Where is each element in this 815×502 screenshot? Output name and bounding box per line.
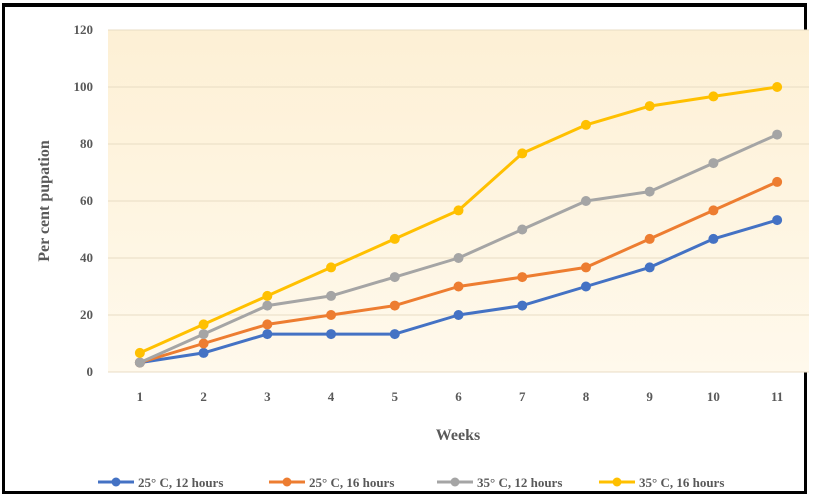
x-tick-label: 1 xyxy=(137,389,144,404)
legend-item: 25° C, 16 hours xyxy=(269,475,394,490)
data-point xyxy=(644,233,655,244)
y-tick-label: 40 xyxy=(80,250,93,265)
y-tick-label: 0 xyxy=(87,364,94,379)
legend: 25° C, 12 hours 25° C, 16 hours 35° C, 12 … xyxy=(98,475,724,490)
data-point xyxy=(262,329,273,340)
legend-item: 35° C, 16 hours xyxy=(599,475,724,490)
x-tick-label: 7 xyxy=(519,389,526,404)
data-point xyxy=(134,347,145,358)
data-point xyxy=(772,82,783,92)
series-group xyxy=(134,82,783,368)
y-tick-label: 60 xyxy=(80,193,93,208)
x-tick-labels: 1 2 3 4 5 6 7 8 9 10 11 xyxy=(137,389,784,404)
data-point xyxy=(708,158,719,169)
data-point xyxy=(326,262,337,273)
data-point xyxy=(580,196,591,206)
data-point xyxy=(517,224,528,235)
legend-item: 25° C, 12 hours xyxy=(98,475,223,490)
x-tick-label: 8 xyxy=(583,389,590,404)
legend-label: 25° C, 16 hours xyxy=(309,475,394,490)
data-point xyxy=(517,272,528,283)
x-tick-label: 6 xyxy=(455,389,462,404)
data-point xyxy=(708,91,719,102)
x-tick-label: 4 xyxy=(328,389,335,404)
data-point xyxy=(326,290,337,301)
data-point xyxy=(772,215,783,226)
data-point xyxy=(644,186,655,197)
y-tick-label: 20 xyxy=(80,307,93,322)
data-point xyxy=(389,233,400,244)
x-tick-label: 10 xyxy=(707,389,720,404)
x-tick-label: 5 xyxy=(392,389,399,404)
legend-swatch-marker xyxy=(612,477,622,487)
data-point xyxy=(708,205,719,216)
y-tick-labels: 0 20 40 60 80 100 120 xyxy=(74,22,94,379)
legend-swatch-marker xyxy=(282,477,292,487)
data-point xyxy=(772,176,783,187)
data-point xyxy=(389,300,400,311)
data-point xyxy=(134,357,145,368)
data-point xyxy=(453,310,464,320)
data-point xyxy=(326,329,337,340)
x-tick-label: 3 xyxy=(264,389,271,404)
legend-swatch-marker xyxy=(450,477,460,487)
data-point xyxy=(644,101,655,112)
y-tick-label: 100 xyxy=(74,79,94,94)
data-point xyxy=(198,347,209,358)
data-point xyxy=(517,148,528,159)
series-3 xyxy=(134,129,783,368)
data-point xyxy=(453,253,464,263)
series-4 xyxy=(134,82,783,358)
data-point xyxy=(198,338,209,349)
data-point xyxy=(389,329,400,340)
data-point xyxy=(453,281,464,292)
data-point xyxy=(517,300,528,311)
data-point xyxy=(644,262,655,273)
series-1 xyxy=(134,215,783,368)
legend-label: 35° C, 16 hours xyxy=(639,475,724,490)
x-axis-title: Weeks xyxy=(436,427,480,444)
y-tick-label: 120 xyxy=(74,22,94,37)
data-point xyxy=(580,119,591,130)
data-point xyxy=(772,129,783,140)
data-point xyxy=(198,329,209,340)
data-point xyxy=(262,300,273,311)
x-tick-label: 2 xyxy=(200,389,207,404)
legend-label: 25° C, 12 hours xyxy=(138,475,223,490)
y-tick-label: 80 xyxy=(80,136,93,151)
data-point xyxy=(453,205,464,216)
data-point xyxy=(262,290,273,301)
legend-swatch-marker xyxy=(111,477,121,487)
data-point xyxy=(262,319,273,330)
data-point xyxy=(708,233,719,244)
data-point xyxy=(580,281,591,292)
x-tick-label: 9 xyxy=(646,389,653,404)
legend-item: 35° C, 12 hours xyxy=(437,475,562,490)
data-point xyxy=(580,262,591,273)
data-point xyxy=(198,319,209,330)
data-point xyxy=(326,310,337,320)
legend-label: 35° C, 12 hours xyxy=(477,475,562,490)
x-tick-label: 11 xyxy=(771,389,783,404)
data-point xyxy=(389,272,400,283)
y-axis-title: Per cent pupation xyxy=(36,140,53,262)
